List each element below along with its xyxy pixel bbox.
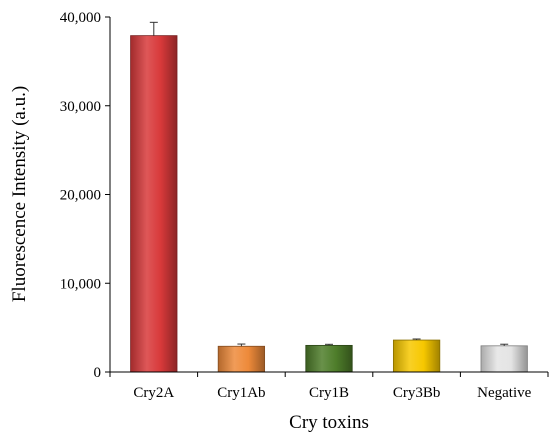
y-tick-label: 40,000 — [60, 10, 101, 26]
bar-cry1ab — [217, 345, 266, 373]
error-bars-group — [149, 21, 509, 347]
y-tick-label: 10,000 — [60, 276, 101, 292]
x-tick-label-cry2a: Cry2A — [133, 385, 174, 401]
bars-group — [130, 35, 528, 373]
error-bar-cry3bb — [412, 338, 421, 341]
y-tick-label: 20,000 — [60, 188, 101, 204]
error-bar-cry2a — [149, 21, 158, 36]
bar-cry3bb — [392, 339, 441, 373]
y-tick-label: 30,000 — [60, 99, 101, 115]
bar-negative — [480, 345, 528, 373]
error-bar-negative — [500, 343, 509, 346]
error-bar-cry1b — [325, 343, 333, 346]
bar-cry1b — [305, 344, 353, 373]
x-tick-label-cry1ab: Cry1Ab — [217, 385, 265, 401]
x-tick-label-negative: Negative — [477, 385, 531, 401]
x-axis-title: Cry toxins — [289, 412, 369, 433]
x-tick-label-cry1b: Cry1B — [309, 385, 349, 401]
y-axis-title: Fluorescence Intensity (a.u.) — [9, 86, 30, 302]
bar-cry2a — [130, 35, 178, 373]
error-bar-cry1ab — [237, 343, 246, 347]
x-ticks-group: Cry2A Cry1Ab Cry1B Cry3Bb Negative — [109, 372, 549, 401]
x-tick-label-cry3bb: Cry3Bb — [393, 385, 441, 401]
y-tick-label: 0 — [94, 365, 102, 381]
y-ticks-group: 0 10,000 20,000 30,000 40,000 — [60, 10, 110, 381]
